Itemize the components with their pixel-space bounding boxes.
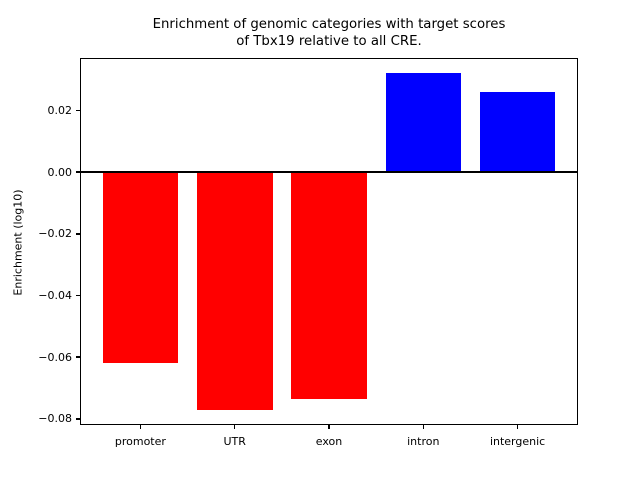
y-tick-label: 0.00 xyxy=(47,165,73,179)
y-tick-label: −0.02 xyxy=(38,227,72,241)
y-tick xyxy=(76,171,80,173)
bar-intron xyxy=(385,73,462,173)
x-tick xyxy=(422,425,425,429)
y-tick xyxy=(76,109,80,112)
chart-title: Enrichment of genomic categories with ta… xyxy=(152,17,506,50)
y-tick-label: −0.08 xyxy=(38,412,72,426)
bar-promoter xyxy=(102,172,179,364)
x-tick xyxy=(516,425,519,429)
bar-UTR xyxy=(197,172,273,410)
y-tick-label: 0.02 xyxy=(47,103,73,117)
x-tick xyxy=(328,425,330,429)
y-tick xyxy=(76,356,80,358)
x-tick xyxy=(233,425,236,429)
y-tick-label: −0.06 xyxy=(38,350,72,364)
x-tick-label-promoter: promoter xyxy=(114,435,166,448)
x-tick-label-intron: intron xyxy=(407,435,440,448)
y-tick-label: −0.04 xyxy=(38,289,72,302)
x-tick-label-exon: exon xyxy=(315,435,343,448)
x-tick-label-UTR: UTR xyxy=(223,435,246,448)
y-tick xyxy=(76,233,80,235)
x-tick xyxy=(139,425,142,429)
bar-exon xyxy=(291,172,367,399)
zero-line xyxy=(80,170,578,174)
y-tick xyxy=(76,418,80,420)
bar-intergenic xyxy=(479,91,556,173)
y-tick xyxy=(76,294,80,297)
x-tick-label-intergenic: intergenic xyxy=(489,435,546,448)
